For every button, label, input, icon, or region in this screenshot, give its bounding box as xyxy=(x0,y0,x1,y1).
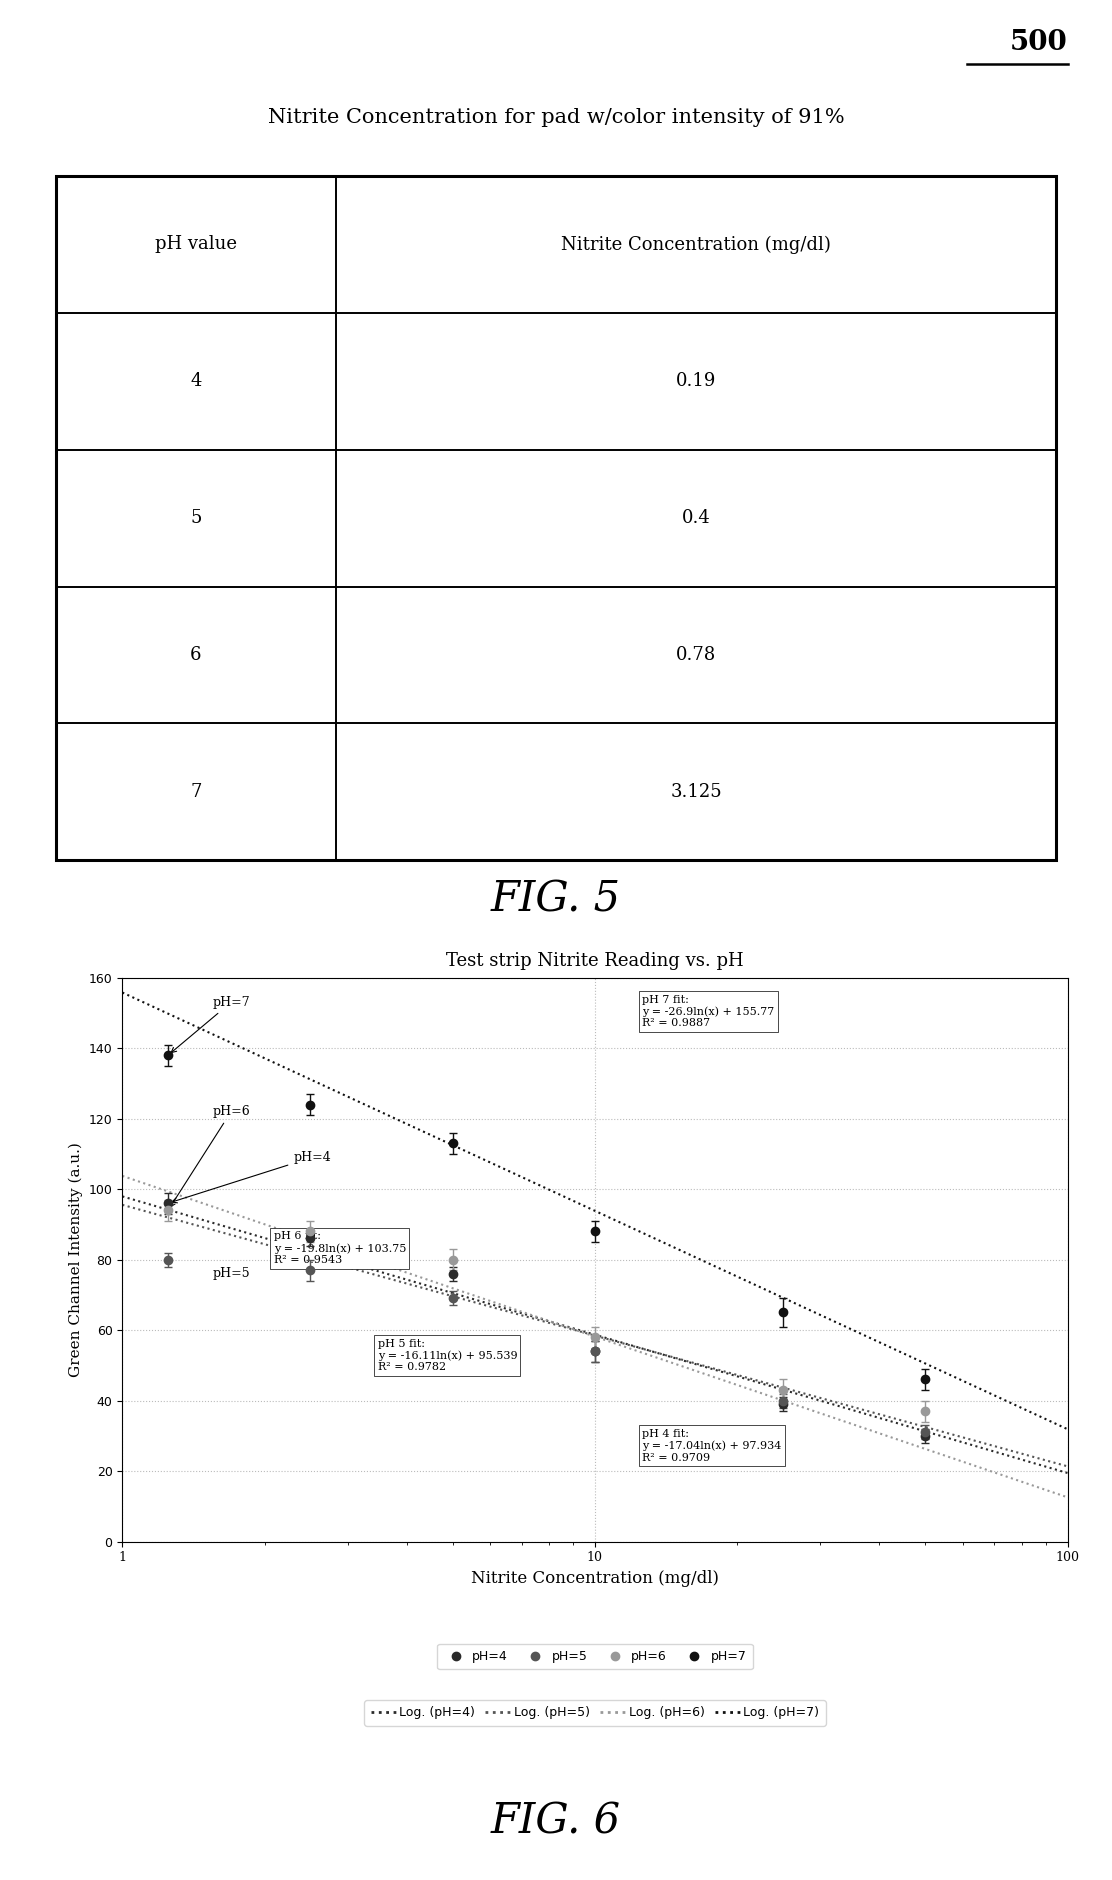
Bar xyxy=(336,449,1056,587)
Text: 3.125: 3.125 xyxy=(671,782,722,801)
Text: 0.19: 0.19 xyxy=(676,372,716,391)
Text: 0.4: 0.4 xyxy=(682,509,711,526)
Bar xyxy=(56,449,336,587)
Title: Test strip Nitrite Reading vs. pH: Test strip Nitrite Reading vs. pH xyxy=(446,953,744,970)
X-axis label: Nitrite Concentration (mg/dl): Nitrite Concentration (mg/dl) xyxy=(470,1570,719,1587)
Text: pH=5: pH=5 xyxy=(212,1267,250,1280)
Text: pH 5 fit:
y = -16.11ln(x) + 95.539
R² = 0.9782: pH 5 fit: y = -16.11ln(x) + 95.539 R² = … xyxy=(378,1339,517,1372)
Bar xyxy=(56,177,1056,861)
Text: Nitrite Concentration (mg/dl): Nitrite Concentration (mg/dl) xyxy=(562,235,831,254)
Legend: Log. (pH=4), Log. (pH=5), Log. (pH=6), Log. (pH=7): Log. (pH=4), Log. (pH=5), Log. (pH=6), L… xyxy=(365,1700,825,1726)
Text: pH 6 fit:
y = -19.8ln(x) + 103.75
R² = 0.9543: pH 6 fit: y = -19.8ln(x) + 103.75 R² = 0… xyxy=(274,1231,406,1265)
Bar xyxy=(336,724,1056,861)
Text: pH 4 fit:
y = -17.04ln(x) + 97.934
R² = 0.9709: pH 4 fit: y = -17.04ln(x) + 97.934 R² = … xyxy=(643,1429,782,1463)
Text: pH 7 fit:
y = -26.9ln(x) + 155.77
R² = 0.9887: pH 7 fit: y = -26.9ln(x) + 155.77 R² = 0… xyxy=(643,995,774,1028)
Bar xyxy=(56,177,336,312)
Text: pH value: pH value xyxy=(155,235,237,254)
Text: 500: 500 xyxy=(1010,30,1068,56)
Text: pH=4: pH=4 xyxy=(172,1151,331,1203)
Text: 7: 7 xyxy=(190,782,201,801)
Text: FIG. 5: FIG. 5 xyxy=(490,878,622,921)
Bar xyxy=(56,312,336,449)
Text: FIG. 6: FIG. 6 xyxy=(490,1801,622,1842)
Text: 0.78: 0.78 xyxy=(676,647,716,664)
Bar xyxy=(336,312,1056,449)
Text: pH=7: pH=7 xyxy=(171,996,250,1053)
Bar xyxy=(336,177,1056,312)
Text: 6: 6 xyxy=(190,647,201,664)
Bar xyxy=(56,724,336,861)
Bar xyxy=(56,587,336,724)
Text: 5: 5 xyxy=(190,509,201,526)
Text: pH=6: pH=6 xyxy=(170,1105,250,1207)
Y-axis label: Green Channel Intensity (a.u.): Green Channel Intensity (a.u.) xyxy=(69,1143,83,1376)
Text: Nitrite Concentration for pad w/color intensity of 91%: Nitrite Concentration for pad w/color in… xyxy=(268,107,844,126)
Text: 4: 4 xyxy=(190,372,201,391)
Bar xyxy=(336,587,1056,724)
